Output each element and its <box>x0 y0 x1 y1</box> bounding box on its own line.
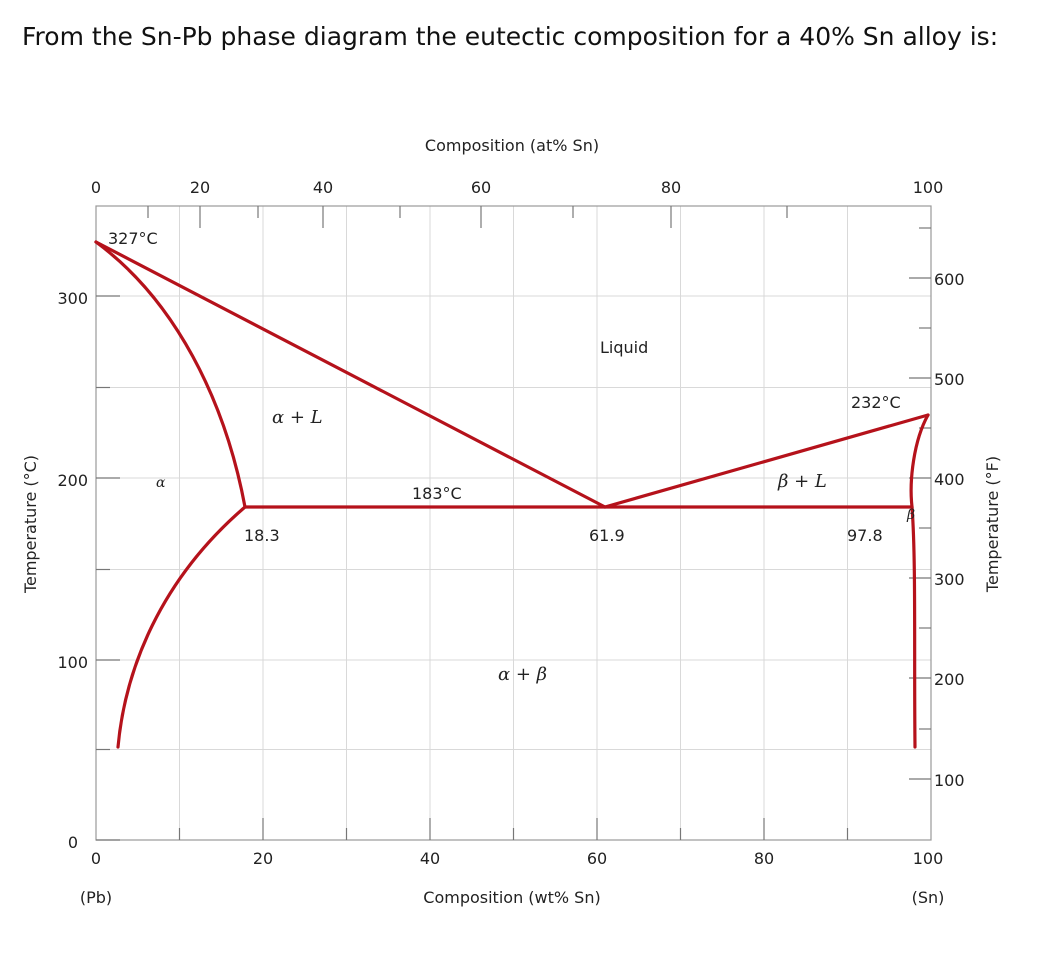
left-axis-ticks <box>96 295 120 841</box>
left-tick-labels: 0 100 200 300 <box>57 289 88 852</box>
right-tick-label: 500 <box>934 370 965 389</box>
bottom-axis-title: Composition (wt% Sn) <box>423 888 600 907</box>
bottom-tick-label: 20 <box>253 849 273 868</box>
solidus-left <box>94 240 247 509</box>
alpha-beta-region-label: α + β <box>498 664 547 685</box>
left-tick-label: 300 <box>57 289 88 308</box>
right-tick-label: 400 <box>934 470 965 489</box>
eutectic-comp-label: 61.9 <box>589 526 625 545</box>
top-tick-label: 80 <box>661 178 681 197</box>
grid-vertical <box>179 206 848 840</box>
beta-limit-label: 97.8 <box>847 526 883 545</box>
left-axis-title: Temperature (°C) <box>21 455 40 594</box>
right-axis-title: Temperature (°F) <box>983 456 1002 593</box>
top-axis-ticks <box>147 206 788 228</box>
alpha-region-label: α <box>156 475 166 491</box>
alpha-liquid-region-label: α + L <box>272 407 323 428</box>
bottom-tick-label: 0 <box>91 849 101 868</box>
beta-region-label: β <box>906 507 915 523</box>
left-tick-label: 100 <box>57 653 88 672</box>
solidus-right <box>909 413 930 509</box>
liquidus-left <box>94 240 607 509</box>
grid-horizontal <box>96 295 931 750</box>
bottom-axis-ticks <box>178 818 849 840</box>
bottom-tick-label: 60 <box>587 849 607 868</box>
top-tick-label: 40 <box>313 178 333 197</box>
sn-label: (Sn) <box>912 888 945 907</box>
bottom-tick-labels: 0 20 40 60 80 100 <box>91 849 943 868</box>
left-tick-label: 0 <box>68 833 78 852</box>
top-tick-label: 100 <box>913 178 944 197</box>
liquidus-right <box>603 413 930 509</box>
alpha-limit-label: 18.3 <box>244 526 280 545</box>
right-tick-label: 100 <box>934 771 965 790</box>
question-text: From the Sn-Pb phase diagram the eutecti… <box>22 22 999 51</box>
top-tick-labels: 0 20 40 60 80 100 <box>91 178 943 197</box>
right-tick-label: 300 <box>934 570 965 589</box>
eutectic-temp-label: 183°C <box>412 484 462 503</box>
top-tick-label: 60 <box>471 178 491 197</box>
bottom-tick-label: 100 <box>913 849 944 868</box>
bottom-tick-label: 40 <box>420 849 440 868</box>
solvus-right <box>910 505 917 749</box>
right-tick-labels: 100 200 300 400 500 600 <box>934 270 965 790</box>
left-tick-label: 200 <box>57 471 88 490</box>
pb-melting-label: 327°C <box>108 229 158 248</box>
phase-boundaries <box>94 240 930 749</box>
top-tick-label: 0 <box>91 178 101 197</box>
sn-melting-label: 232°C <box>851 393 901 412</box>
right-tick-label: 600 <box>934 270 965 289</box>
beta-liquid-region-label: β + L <box>777 471 827 492</box>
bottom-tick-label: 80 <box>754 849 774 868</box>
right-tick-label: 200 <box>934 670 965 689</box>
top-tick-label: 20 <box>190 178 210 197</box>
pb-label: (Pb) <box>80 888 112 907</box>
liquid-region-label: Liquid <box>600 338 648 357</box>
top-axis-title: Composition (at% Sn) <box>425 136 599 155</box>
solvus-left <box>116 505 247 749</box>
